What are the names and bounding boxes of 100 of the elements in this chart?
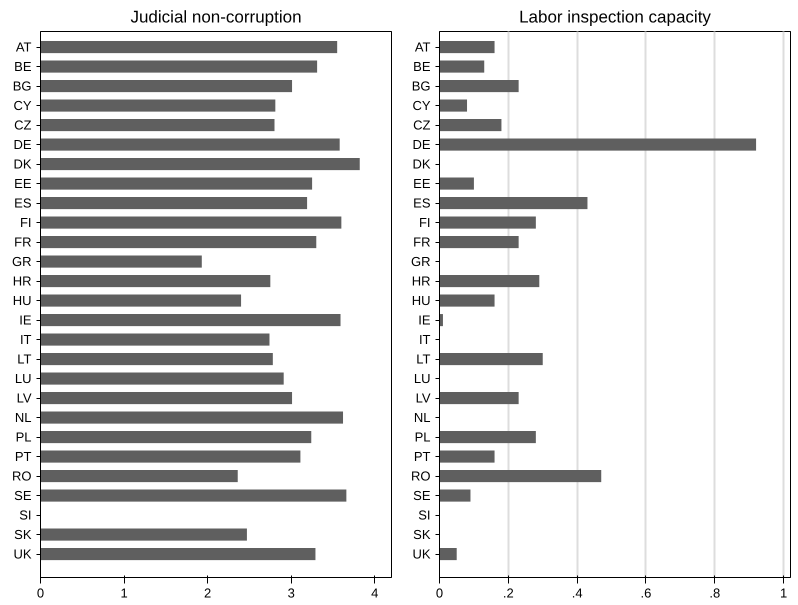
bar [40,41,338,54]
y-tick-label: RO [411,468,430,484]
y-tick-label: FI [418,215,431,230]
y-tick-label: LU [414,371,431,386]
y-tick-label: LV [16,390,32,406]
bar [440,490,470,502]
y-tick-label: LT [416,352,431,367]
x-tick-label: 3 [288,586,295,600]
y-tick-label: NL [414,410,431,426]
bar [440,138,756,151]
y-tick-label: SE [413,488,431,504]
y-tick-label: BG [12,78,32,94]
bar [40,372,284,385]
x-tick-label: 0 [436,586,444,600]
x-tick-label: 4 [371,586,378,600]
x-tick-label: 0 [36,586,44,600]
bar [440,178,474,190]
y-tick-label: SK [413,527,431,542]
bar [40,314,341,326]
y-tick-label: FR [413,234,431,250]
y-tick-label: SI [418,508,431,523]
y-tick-label: BG [412,78,431,94]
bar [440,275,540,288]
y-tick-label: CY [13,98,32,114]
bar [440,392,519,404]
bar [40,236,316,248]
y-tick-label: LU [14,371,32,386]
bar [40,100,276,112]
y-tick-label: PT [414,449,431,464]
y-tick-label: EE [413,176,431,192]
y-tick-label: IE [418,312,431,328]
bar [440,197,588,210]
y-tick-label: UK [13,546,32,562]
x-tick-label: .6 [640,586,652,600]
bar [40,80,292,92]
chart-title: Labor inspection capacity [519,8,712,26]
y-tick-label: BE [14,59,32,74]
bar [40,353,273,366]
bar [40,294,242,307]
bar [440,450,495,463]
y-tick-label: HU [12,293,32,308]
bar [40,334,270,346]
y-tick-label: SE [14,488,32,504]
bar [440,41,495,54]
y-tick-label: DE [412,137,431,152]
y-tick-label: BE [413,59,431,74]
y-tick-label: SK [14,527,32,542]
y-tick-label: IT [20,332,32,348]
y-tick-label: PL [414,430,431,445]
y-tick-label: LV [416,390,431,406]
y-tick-label: ES [413,196,431,211]
x-tick-label: .4 [572,586,583,600]
y-tick-label: AT [414,40,431,55]
bar [40,60,318,73]
bar [440,60,484,73]
bar [40,412,344,424]
bar [440,119,502,132]
bar [40,431,312,444]
chart-title: Judicial non-corruption [130,8,302,26]
bar [40,528,247,541]
bar [40,256,202,268]
bar [40,548,316,560]
y-tick-label: FI [20,215,32,230]
y-tick-label: UK [412,546,431,562]
bar [40,470,238,482]
bar [440,216,536,229]
y-tick-label: ES [14,196,32,211]
x-tick-label: 1 [120,586,128,600]
bar [40,119,274,132]
bar [440,80,519,92]
y-tick-label: LT [17,352,32,367]
y-tick-label: IT [418,332,431,348]
y-tick-label: DK [412,156,431,172]
x-tick-label: 1 [780,586,788,600]
bar [40,178,312,190]
bar [440,431,536,444]
y-tick-label: GR [411,254,430,270]
bar [40,275,270,288]
bar [40,197,308,210]
bar [440,100,468,112]
bar [40,216,342,229]
y-tick-label: FR [14,234,32,250]
bar [40,450,300,463]
y-tick-label: DK [13,156,32,172]
y-tick-label: SI [19,508,32,523]
y-tick-label: EE [14,176,32,192]
bar [440,470,602,482]
bar [440,294,495,307]
x-tick-label: 2 [204,586,212,600]
y-tick-label: AT [16,40,32,55]
bar [440,236,519,248]
bar [440,548,457,560]
y-tick-label: HR [412,274,431,289]
y-tick-label: HU [412,293,431,308]
bar [40,392,292,404]
y-tick-label: PL [16,430,32,445]
y-tick-label: CY [412,98,431,114]
y-tick-label: IE [19,312,32,328]
y-tick-label: RO [12,468,32,484]
bar [440,353,543,366]
